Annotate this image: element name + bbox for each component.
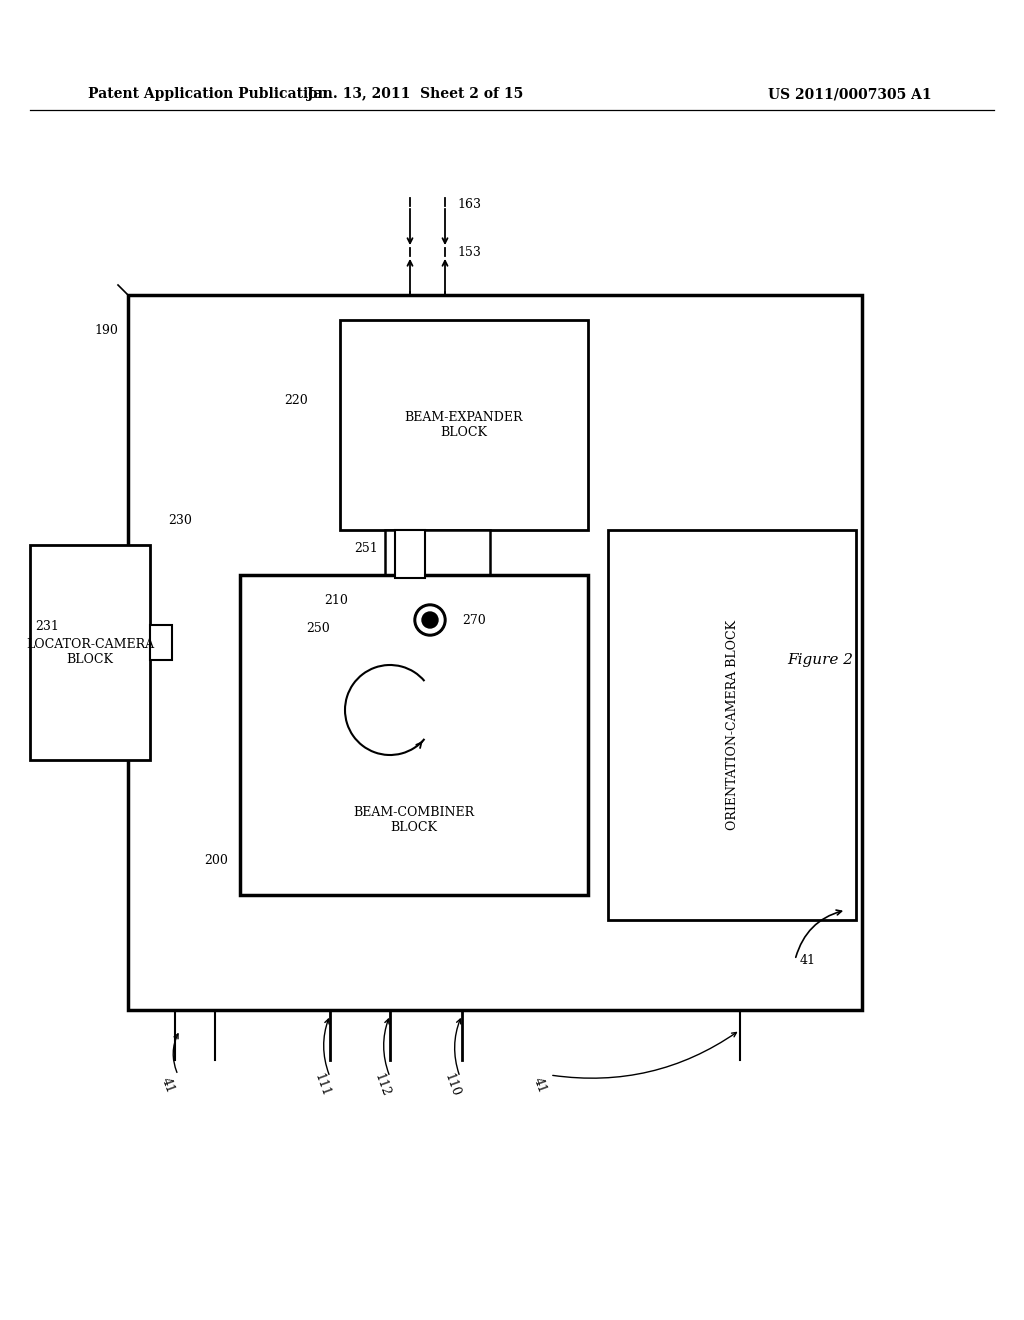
Text: 231: 231 xyxy=(35,620,58,634)
Text: US 2011/0007305 A1: US 2011/0007305 A1 xyxy=(768,87,932,102)
Circle shape xyxy=(422,612,438,628)
Text: 41: 41 xyxy=(159,1076,177,1094)
Bar xyxy=(128,294,862,1010)
Text: 163: 163 xyxy=(457,198,481,211)
Text: ORIENTATION-CAMERA BLOCK: ORIENTATION-CAMERA BLOCK xyxy=(725,620,738,830)
Bar xyxy=(395,531,425,578)
Text: BEAM-COMBINER
BLOCK: BEAM-COMBINER BLOCK xyxy=(353,807,474,834)
Text: Patent Application Publication: Patent Application Publication xyxy=(88,87,328,102)
Bar xyxy=(385,531,490,578)
Text: 220: 220 xyxy=(285,393,308,407)
Text: 110: 110 xyxy=(441,1072,462,1098)
Text: 41: 41 xyxy=(800,953,816,966)
Text: 112: 112 xyxy=(372,1072,392,1098)
Bar xyxy=(30,545,150,760)
Text: LOCATOR-CAMERA
BLOCK: LOCATOR-CAMERA BLOCK xyxy=(26,638,154,667)
Text: 230: 230 xyxy=(168,513,191,527)
Circle shape xyxy=(417,607,443,634)
Bar xyxy=(608,531,856,920)
Text: Figure 2: Figure 2 xyxy=(787,653,853,667)
Text: 251: 251 xyxy=(354,541,378,554)
Text: 250: 250 xyxy=(306,622,330,635)
Text: 270: 270 xyxy=(462,614,485,627)
Bar xyxy=(150,624,172,660)
Circle shape xyxy=(414,605,446,636)
Bar xyxy=(240,576,588,895)
Text: 153: 153 xyxy=(457,246,481,259)
Text: 41: 41 xyxy=(531,1076,549,1094)
Text: 111: 111 xyxy=(311,1072,332,1098)
Text: Jan. 13, 2011  Sheet 2 of 15: Jan. 13, 2011 Sheet 2 of 15 xyxy=(307,87,523,102)
Text: 200: 200 xyxy=(204,854,228,866)
Text: BEAM-EXPANDER
BLOCK: BEAM-EXPANDER BLOCK xyxy=(404,411,523,440)
Text: 190: 190 xyxy=(94,323,118,337)
Bar xyxy=(340,319,588,531)
Text: 210: 210 xyxy=(325,594,348,606)
